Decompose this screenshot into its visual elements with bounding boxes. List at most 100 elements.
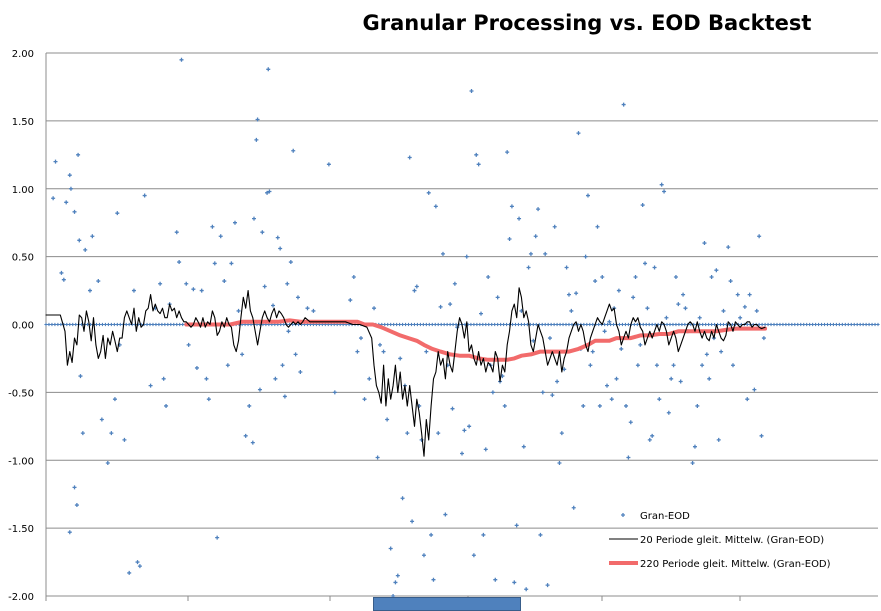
data-point	[72, 485, 77, 490]
y-tick-labels: 2.00 1.50 1.00 0.50 0.00 -0.50 -1.00 -1.50 -2.00	[8, 49, 34, 603]
data-point	[623, 322, 628, 327]
data-point	[454, 322, 458, 327]
data-point	[650, 433, 655, 438]
data-point	[50, 322, 54, 327]
data-point	[811, 322, 815, 327]
data-point	[395, 573, 400, 578]
data-point	[585, 322, 589, 327]
data-point	[65, 322, 69, 327]
data-point	[763, 322, 767, 327]
data-point	[433, 322, 437, 327]
data-point	[816, 322, 821, 327]
data-point	[487, 322, 491, 327]
data-point	[647, 437, 652, 442]
data-point	[288, 260, 293, 265]
data-point	[72, 209, 77, 214]
data-point	[814, 322, 818, 327]
data-point	[808, 322, 812, 327]
data-point	[761, 336, 766, 341]
data-point	[184, 281, 189, 286]
data-point	[179, 57, 184, 62]
series-20-period-moving-average	[45, 287, 766, 457]
data-point	[53, 322, 57, 327]
data-point	[712, 322, 717, 327]
data-point	[412, 322, 417, 327]
data-point	[647, 322, 651, 327]
data-point	[700, 363, 705, 368]
data-point	[513, 322, 518, 327]
data-point	[698, 322, 702, 327]
data-point	[142, 193, 147, 198]
data-point	[702, 241, 707, 246]
data-point	[843, 322, 847, 327]
data-point	[690, 460, 695, 465]
data-point	[77, 238, 82, 243]
data-point	[666, 410, 671, 415]
data-point	[793, 322, 797, 327]
data-point	[419, 437, 424, 442]
y-tick-label: -1.50	[8, 524, 34, 535]
data-point	[68, 322, 72, 327]
data-point	[247, 403, 252, 408]
data-point	[51, 196, 56, 201]
data-point	[799, 322, 803, 327]
data-point	[632, 322, 636, 327]
data-point	[400, 322, 405, 327]
data-point	[519, 322, 524, 327]
data-point	[295, 295, 300, 300]
data-point	[757, 234, 762, 239]
data-point	[285, 281, 290, 286]
data-point	[271, 303, 276, 308]
data-point	[474, 152, 479, 157]
data-point	[564, 265, 569, 270]
data-point	[145, 322, 149, 327]
data-point	[564, 322, 568, 327]
data-point	[222, 279, 227, 284]
data-point	[864, 322, 868, 327]
data-point	[495, 295, 500, 300]
data-point	[606, 322, 610, 327]
data-point	[645, 306, 650, 311]
data-point	[669, 376, 674, 381]
data-point	[59, 322, 63, 327]
data-point	[861, 322, 865, 327]
data-point	[305, 306, 310, 311]
data-point	[510, 322, 515, 327]
data-point	[400, 496, 405, 501]
data-point	[148, 383, 153, 388]
data-point	[849, 322, 853, 327]
y-tick-label: 0.50	[12, 253, 34, 264]
data-point	[858, 322, 862, 327]
data-point	[631, 295, 636, 300]
data-point	[643, 261, 648, 266]
data-point	[671, 363, 676, 368]
data-point	[624, 403, 629, 408]
data-point	[621, 102, 626, 107]
y-tick-label: -2.00	[8, 592, 34, 603]
data-point	[516, 322, 521, 327]
data-point	[509, 204, 514, 209]
data-point	[597, 403, 602, 408]
data-point	[595, 224, 600, 229]
data-point	[730, 322, 734, 327]
data-point	[278, 246, 283, 251]
data-point	[464, 254, 469, 259]
data-point	[735, 292, 740, 297]
data-point	[257, 387, 262, 392]
data-point	[479, 311, 484, 316]
series-line-20	[45, 287, 766, 457]
data-point	[127, 570, 132, 575]
data-point	[97, 322, 102, 327]
legend-marker-scatter	[621, 513, 625, 517]
data-point	[870, 322, 874, 327]
data-point	[600, 274, 605, 279]
data-point	[478, 322, 482, 327]
data-point	[707, 322, 711, 327]
data-point	[533, 234, 538, 239]
data-point	[552, 322, 556, 327]
data-point	[650, 322, 654, 327]
data-point	[367, 376, 372, 381]
data-point	[673, 274, 678, 279]
data-point	[194, 365, 199, 370]
